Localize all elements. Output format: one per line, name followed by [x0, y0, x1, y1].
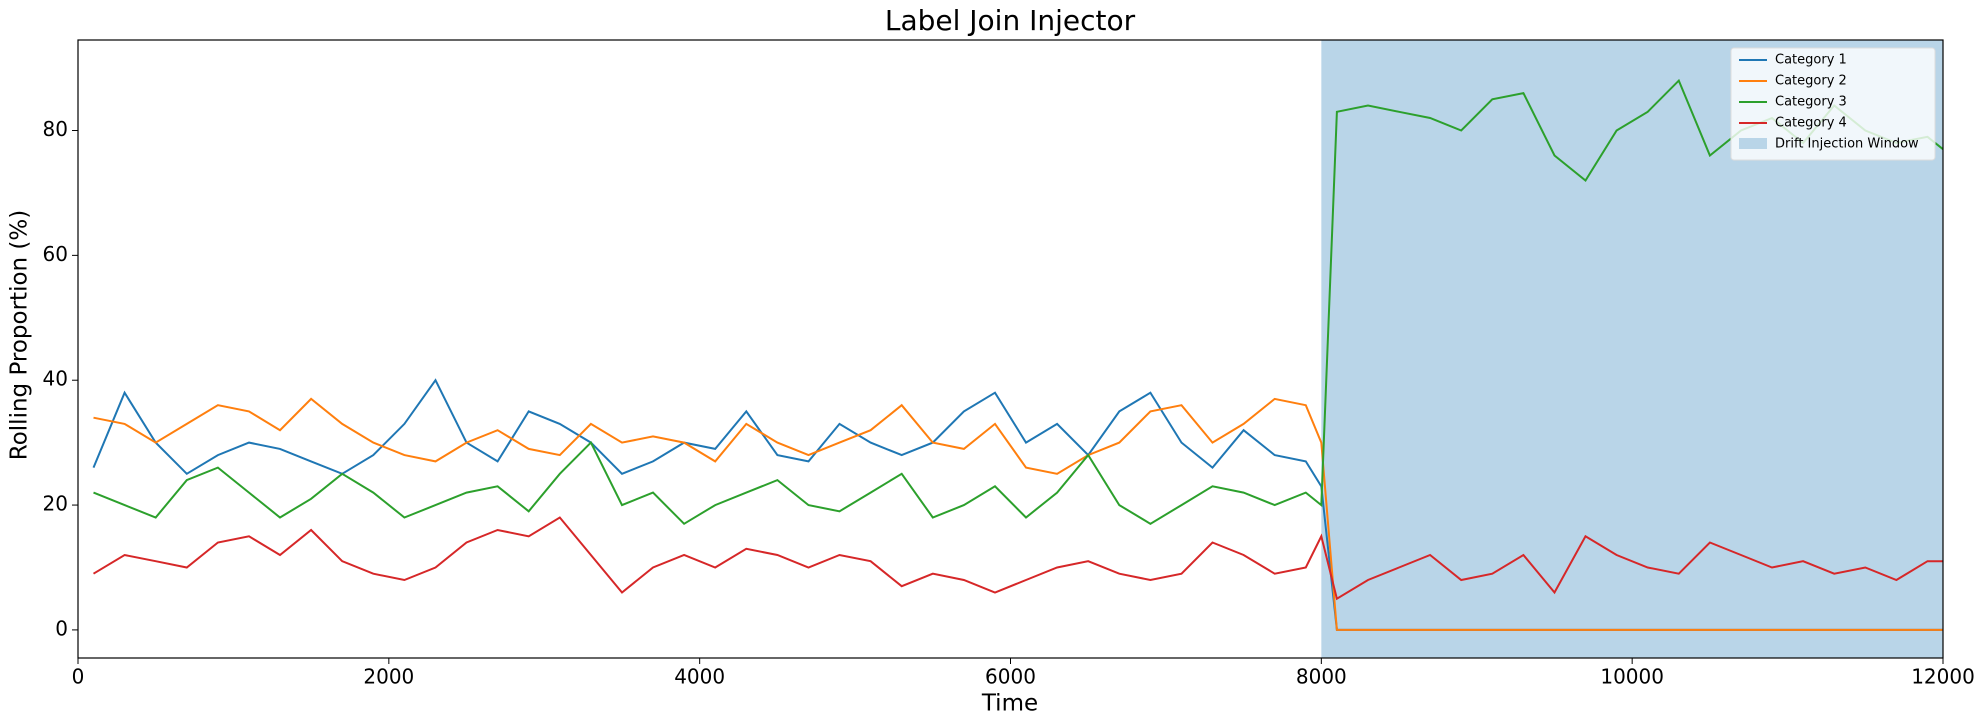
- legend-label: Category 3: [1775, 95, 1847, 110]
- chart-title: Label Join Injector: [885, 4, 1136, 37]
- x-tick-label: 4000: [674, 665, 725, 689]
- y-tick-label: 60: [43, 242, 68, 266]
- legend-label: Drift Injection Window: [1775, 137, 1919, 152]
- legend-box: [1730, 47, 1936, 161]
- y-tick-label: 20: [43, 492, 68, 516]
- y-axis-label: Rolling Proportion (%): [7, 210, 33, 460]
- x-tick-label: 2000: [363, 665, 414, 689]
- y-tick-label: 0: [55, 616, 68, 640]
- plot-frame: [77, 39, 1944, 659]
- series-line: [93, 397, 1943, 631]
- legend-label: Category 1: [1775, 53, 1847, 68]
- y-tick-label: 80: [43, 117, 68, 141]
- x-axis-label: Time: [981, 691, 1038, 717]
- x-tick-label: 6000: [985, 665, 1036, 689]
- series-line: [92, 516, 1943, 601]
- x-tick-label: 8000: [1296, 665, 1347, 689]
- y-tick-label: 40: [43, 367, 68, 391]
- series-line: [93, 78, 1944, 526]
- x-tick-label: 10000: [1600, 665, 1664, 689]
- legend-label: Category 4: [1775, 116, 1847, 131]
- legend-label: Category 2: [1775, 74, 1847, 89]
- x-tick-label: 0: [72, 665, 85, 689]
- legend-swatch: [1739, 138, 1767, 149]
- x-tick-label: 12000: [1911, 665, 1975, 689]
